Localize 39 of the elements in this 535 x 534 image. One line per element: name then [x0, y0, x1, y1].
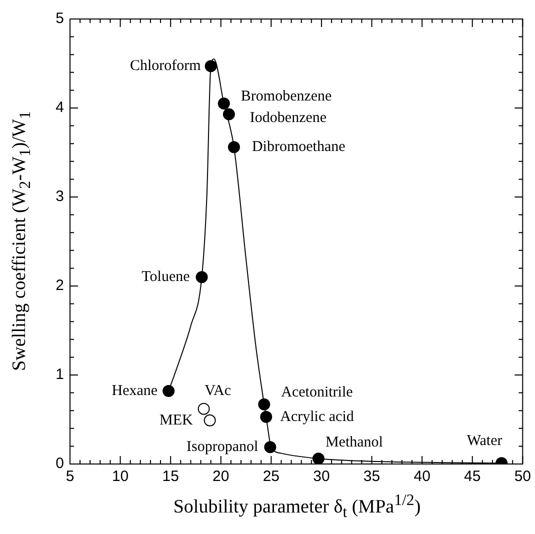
x-tick-label: 30 — [313, 468, 330, 486]
point — [264, 441, 276, 454]
x-tick-label: 40 — [414, 468, 430, 486]
y-tick-label: 2 — [56, 277, 64, 294]
point — [222, 108, 235, 120]
x-tick-label: 35 — [363, 468, 380, 486]
annotation: Dibromoethane — [252, 139, 346, 156]
annotation: Hexane — [112, 382, 158, 399]
x-tick-label: 15 — [162, 468, 179, 486]
annotation: Acrylic acid — [280, 408, 354, 425]
annotation: Toluene — [142, 269, 190, 286]
y-tick-label: 3 — [56, 188, 64, 206]
x-tick-label: 45 — [464, 468, 481, 486]
annotation: Chloroform — [130, 58, 202, 74]
annotation: Methanol — [325, 434, 383, 451]
point — [218, 98, 230, 110]
annotation: VAc — [204, 382, 232, 399]
y-tick-label: 1 — [56, 366, 64, 384]
point — [198, 402, 210, 415]
point — [228, 141, 240, 154]
annotation: Isopropanol — [186, 439, 258, 456]
annotation: Bromobenzene — [240, 88, 332, 104]
x-axis-title: Solubility parameter δ$_{t}$ (MPa$^{1/2}$) — [173, 492, 421, 522]
y-tick-label: 0 — [56, 455, 64, 472]
annotation: Iodobenzene — [250, 110, 327, 126]
point — [196, 271, 208, 284]
annotation: Acetonitrile — [281, 384, 354, 400]
point — [258, 398, 270, 410]
x-tick-label: 10 — [112, 468, 129, 486]
y-tick-label: 5 — [56, 10, 64, 28]
point — [260, 410, 272, 423]
x-tick-label: 20 — [212, 468, 230, 486]
point — [204, 414, 216, 426]
y-tick-label: 4 — [56, 99, 64, 116]
point — [162, 385, 175, 398]
annotation: Water — [466, 433, 502, 450]
x-tick-label: 25 — [262, 468, 280, 486]
x-tick-label: 50 — [514, 468, 531, 486]
annotation: MEK — [159, 412, 193, 428]
